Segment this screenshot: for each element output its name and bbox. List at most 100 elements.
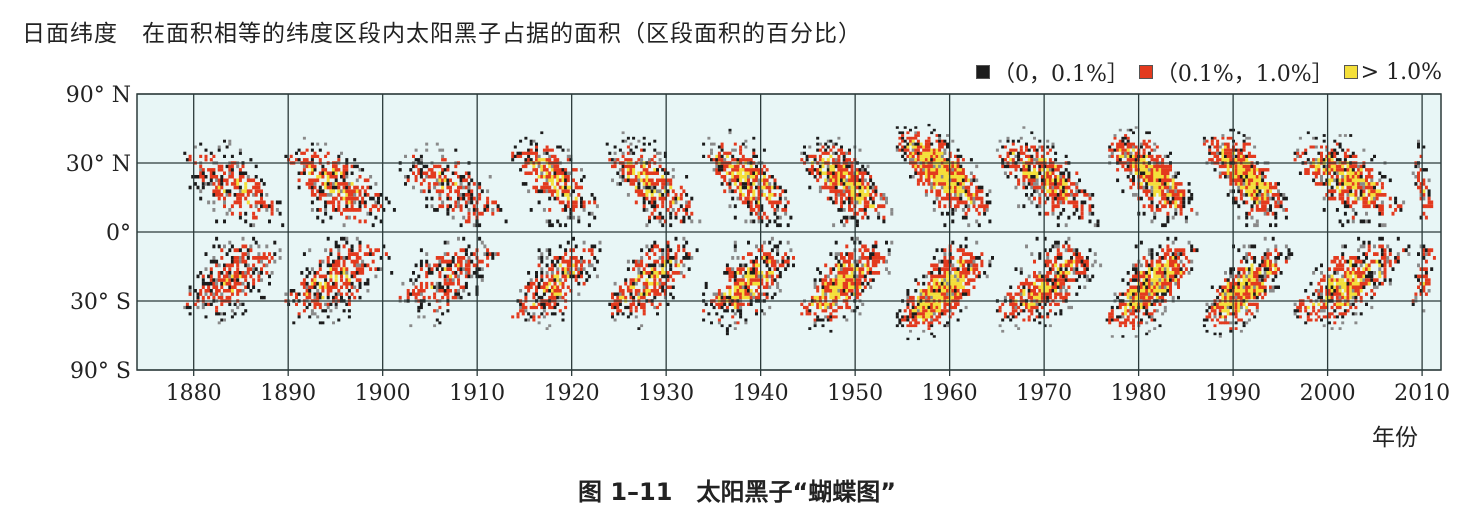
sunspot-cell [661,281,665,286]
sunspot-cell [580,185,583,190]
sunspot-cell [861,281,865,286]
sunspot-cell [749,274,753,279]
sunspot-cell [1072,252,1076,256]
sunspot-cell [669,274,673,279]
sunspot-cell [837,278,841,282]
sunspot-cell [1070,182,1073,186]
sunspot-cell [1054,196,1058,201]
sunspot-cell [959,263,963,268]
sunspot-cell [1056,200,1060,205]
sunspot-cell [561,312,565,316]
sunspot-cell [441,171,445,175]
sunspot-cell [980,196,984,201]
sunspot-cell [545,263,549,268]
sunspot-cell [621,178,625,183]
sunspot-cell [829,175,833,179]
sunspot-cell [419,302,423,306]
sunspot-cell [361,267,365,271]
sunspot-cell [885,200,888,205]
sunspot-cell [951,274,955,279]
sunspot-cell [540,168,544,172]
sunspot-cell [457,185,460,190]
sunspot-cell [260,193,263,197]
sunspot-cell [834,252,838,256]
sunspot-cell [632,151,636,155]
sunspot-cell [951,182,955,186]
sunspot-cell [834,164,838,169]
sunspot-cell [260,204,263,209]
sunspot-cell [574,200,578,205]
sunspot-cell [972,267,976,271]
sunspot-cell [569,289,573,293]
sunspot-cell [353,208,357,212]
sunspot-cell [462,256,466,260]
sunspot-cell [443,178,447,183]
sunspot-cell [433,175,437,179]
sunspot-cell [230,259,234,264]
sunspot-cell [281,223,285,228]
sunspot-cell [741,263,745,268]
sunspot-cell [254,193,258,197]
sunspot-cell [374,248,378,253]
sunspot-cell [300,281,304,286]
sunspot-cell [956,204,960,209]
sunspot-cell [1035,178,1039,183]
sunspot-cell [1116,158,1120,162]
sunspot-cell [1085,259,1089,264]
sunspot-cell [1017,178,1021,183]
sunspot-cell [556,271,560,275]
sunspot-cell [350,200,354,205]
sunspot-cell [363,178,367,183]
sunspot-cell [762,274,766,279]
sunspot-cell [204,302,208,306]
sunspot-cell [816,142,820,146]
sunspot-cell [919,302,923,306]
sunspot-cell [717,318,721,322]
sunspot-cell [345,196,349,201]
sunspot-cell [728,278,732,282]
sunspot-cell [236,182,240,186]
sunspot-cell [188,185,192,190]
sunspot-cell [932,128,936,132]
sunspot-cell [954,285,957,289]
sunspot-cell [270,204,274,209]
sunspot-cell [310,278,314,282]
sunspot-cell [233,248,237,253]
sunspot-cell [1067,178,1071,183]
sunspot-cell [241,236,245,241]
sunspot-cell [598,240,602,245]
sunspot-cell [572,248,575,253]
sunspot-cell [679,185,683,190]
sunspot-cell [648,271,651,275]
sunspot-cell [569,208,573,212]
sunspot-cell [353,285,357,289]
sunspot-cell [848,171,851,175]
sunspot-cell [1027,309,1031,313]
sunspot-cell [744,178,748,183]
sunspot-cell [975,196,979,201]
sunspot-cell [874,208,878,212]
sunspot-cell [909,139,912,143]
sunspot-cell [188,158,192,162]
sunspot-cell [1035,185,1039,190]
sunspot-cell [332,267,335,271]
sunspot-cell [238,302,242,306]
sunspot-cell [542,309,546,313]
sunspot-cell [417,305,421,310]
sunspot-cell [658,263,662,268]
sunspot-cell [967,189,971,194]
sunspot-cell [916,134,920,137]
sunspot-cell [1040,145,1044,149]
sunspot-cell [1022,168,1026,172]
sunspot-cell [529,151,533,155]
sunspot-cell [874,193,878,197]
sunspot-cell [995,309,999,313]
sunspot-cell [626,168,630,172]
sunspot-cell [417,315,421,319]
sunspot-cell [212,259,216,264]
sunspot-cell [521,309,525,313]
sunspot-cell [744,219,748,224]
sunspot-cell [295,302,298,306]
sunspot-cell [204,289,208,293]
sunspot-cell [961,215,965,220]
